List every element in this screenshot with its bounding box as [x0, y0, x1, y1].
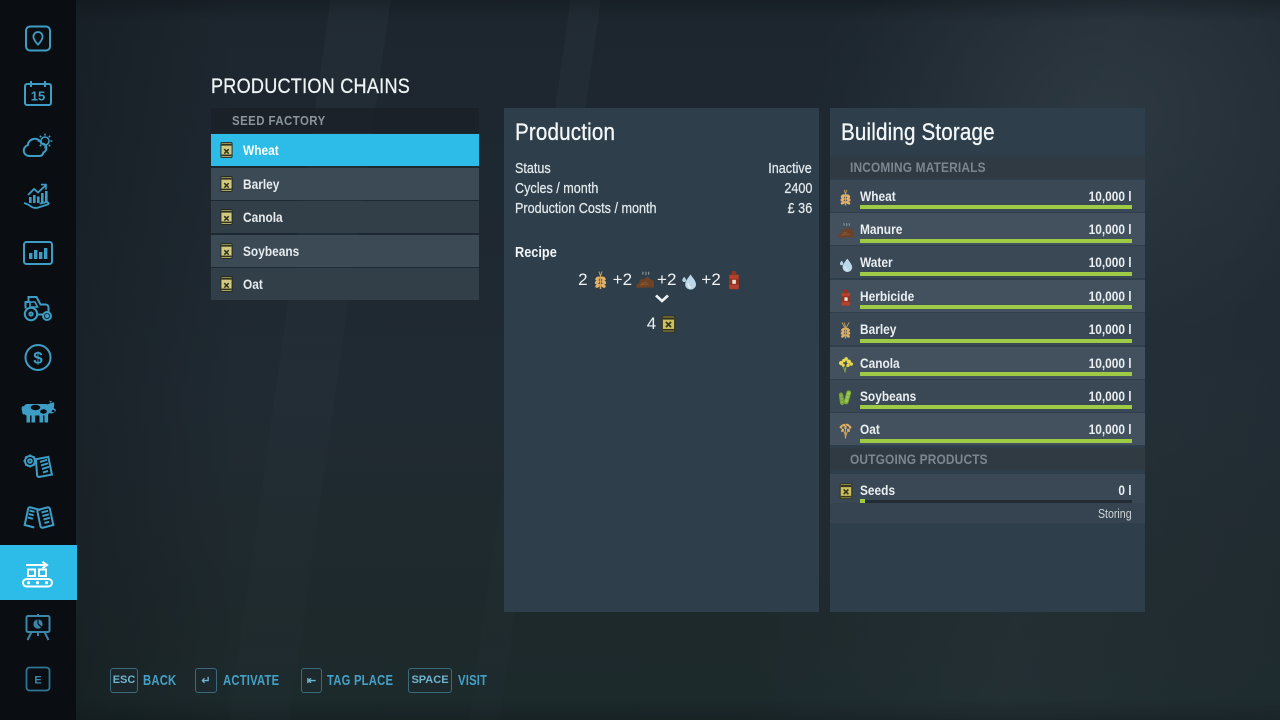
svg-text:15: 15 — [31, 89, 45, 104]
svg-text:E: E — [34, 675, 41, 687]
svg-text:$: $ — [33, 349, 43, 368]
